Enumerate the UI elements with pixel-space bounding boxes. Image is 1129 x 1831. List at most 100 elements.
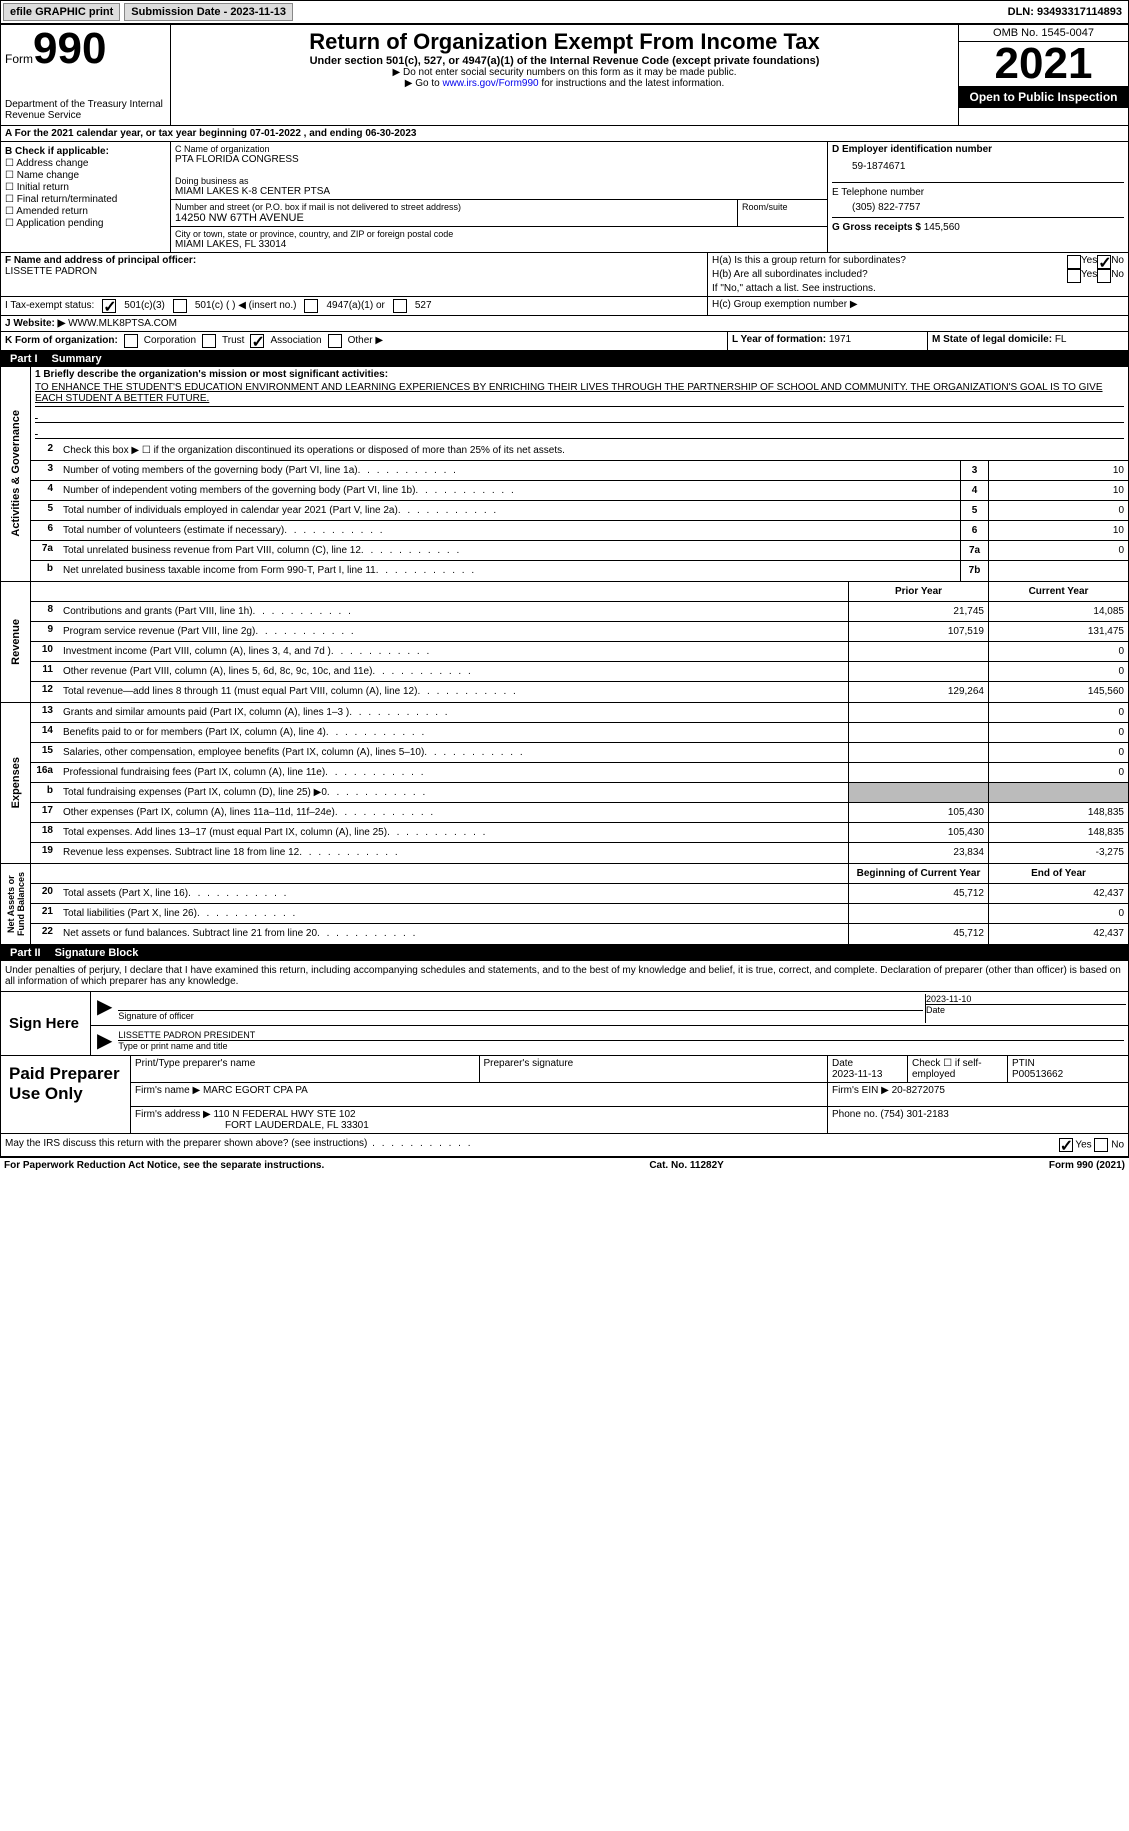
expenses-section: Expenses 13Grants and similar amounts pa…	[0, 703, 1129, 864]
ptin-label: PTIN	[1012, 1058, 1035, 1069]
b-option[interactable]: ☐ Address change	[5, 158, 166, 169]
prior-year-hdr: Prior Year	[848, 582, 988, 601]
ptin-value: P00513662	[1012, 1069, 1063, 1080]
b-option[interactable]: ☐ Initial return	[5, 182, 166, 193]
exp-label: Expenses	[8, 753, 24, 812]
j-label: J Website: ▶	[5, 318, 65, 329]
mission-text: TO ENHANCE THE STUDENT'S EDUCATION ENVIR…	[35, 380, 1124, 407]
ha-no-checkbox[interactable]	[1097, 255, 1111, 269]
expense-line: bTotal fundraising expenses (Part IX, co…	[31, 783, 1128, 803]
arrow-icon: ▶	[93, 994, 116, 1023]
website-value: WWW.MLK8PTSA.COM	[68, 318, 177, 329]
row-i-hc: I Tax-exempt status: 501(c)(3) 501(c) ( …	[0, 297, 1129, 316]
trust-checkbox[interactable]	[202, 334, 216, 348]
m-value: FL	[1055, 334, 1067, 345]
summary-line: 4Number of independent voting members of…	[31, 481, 1128, 501]
row-j: J Website: ▶ WWW.MLK8PTSA.COM	[0, 316, 1129, 332]
row-a: A For the 2021 calendar year, or tax yea…	[0, 126, 1129, 142]
net-line: 20Total assets (Part X, line 16)45,71242…	[31, 884, 1128, 904]
print-name-label: Type or print name and title	[118, 1040, 1124, 1051]
net-assets-section: Net Assets orFund Balances Beginning of …	[0, 864, 1129, 945]
department-text: Department of the Treasury Internal Reve…	[5, 99, 166, 121]
corp-checkbox[interactable]	[124, 334, 138, 348]
h-b-note: If "No," attach a list. See instructions…	[712, 283, 1124, 294]
expense-line: 19Revenue less expenses. Subtract line 1…	[31, 843, 1128, 863]
org-name: PTA FLORIDA CONGRESS	[175, 154, 823, 165]
firm-ein-label: Firm's EIN ▶	[832, 1085, 889, 1096]
expense-line: 15Salaries, other compensation, employee…	[31, 743, 1128, 763]
q1-text: 1 Briefly describe the organization's mi…	[35, 369, 1124, 380]
discuss-yes-checkbox[interactable]	[1059, 1138, 1073, 1152]
sig-date: 2023-11-10	[926, 994, 1126, 1004]
part1-num: Part I	[6, 353, 42, 365]
firm-addr-label: Firm's address ▶	[135, 1109, 211, 1120]
501c-checkbox[interactable]	[173, 299, 187, 313]
prep-sig-label: Preparer's signature	[480, 1056, 829, 1082]
irs-link[interactable]: www.irs.gov/Form990	[442, 78, 538, 89]
officer-print-name: LISSETTE PADRON PRESIDENT	[118, 1030, 1124, 1040]
city-label: City or town, state or province, country…	[175, 229, 823, 239]
arrow-icon: ▶	[93, 1028, 116, 1053]
assoc-checkbox[interactable]	[250, 334, 264, 348]
b-option[interactable]: ☐ Application pending	[5, 218, 166, 229]
firm-addr2: FORT LAUDERDALE, FL 33301	[225, 1120, 369, 1131]
expense-line: 18Total expenses. Add lines 13–17 (must …	[31, 823, 1128, 843]
efile-print-button[interactable]: efile GRAPHIC print	[3, 3, 120, 21]
addr-label: Number and street (or P.O. box if mail i…	[175, 202, 733, 212]
h-b-text: H(b) Are all subordinates included?	[712, 269, 1067, 283]
b-option[interactable]: ☐ Name change	[5, 170, 166, 181]
h-c-text: H(c) Group exemption number ▶	[708, 297, 1128, 315]
expense-line: 14Benefits paid to or for members (Part …	[31, 723, 1128, 743]
part1-header: Part I Summary	[0, 351, 1129, 367]
l-label: L Year of formation:	[732, 334, 826, 345]
form-word: Form	[5, 52, 33, 66]
b-option[interactable]: ☐ Final return/terminated	[5, 194, 166, 205]
revenue-section: Revenue Prior YearCurrent Year 8Contribu…	[0, 582, 1129, 703]
527-checkbox[interactable]	[393, 299, 407, 313]
form-ref: Form 990 (2021)	[1049, 1160, 1125, 1171]
dln-text: DLN: 93493317114893	[1002, 6, 1128, 18]
firm-addr: 110 N FEDERAL HWY STE 102	[214, 1109, 356, 1120]
sign-here-label: Sign Here	[1, 992, 91, 1055]
paperwork-footer: For Paperwork Reduction Act Notice, see …	[0, 1157, 1129, 1173]
hb-no-checkbox[interactable]	[1097, 269, 1111, 283]
summary-line: 6Total number of volunteers (estimate if…	[31, 521, 1128, 541]
firm-ein: 20-8272075	[892, 1085, 945, 1096]
activities-governance-section: Activities & Governance 1 Briefly descri…	[0, 367, 1129, 582]
firm-name: MARC EGORT CPA PA	[203, 1085, 308, 1096]
discuss-text: May the IRS discuss this return with the…	[5, 1138, 473, 1152]
summary-line: 7aTotal unrelated business revenue from …	[31, 541, 1128, 561]
row-f-h: F Name and address of principal officer:…	[0, 253, 1129, 297]
501c3-checkbox[interactable]	[102, 299, 116, 313]
subtitle-2: ▶ Do not enter social security numbers o…	[175, 67, 954, 78]
b-option[interactable]: ☐ Amended return	[5, 206, 166, 217]
net-label: Net Assets orFund Balances	[4, 868, 28, 940]
declaration-text: Under penalties of perjury, I declare th…	[0, 961, 1129, 992]
dba-name: MIAMI LAKES K-8 CENTER PTSA	[175, 186, 823, 197]
dba-label: Doing business as	[175, 176, 823, 186]
hb-yes-checkbox[interactable]	[1067, 269, 1081, 283]
other-checkbox[interactable]	[328, 334, 342, 348]
discuss-no-checkbox[interactable]	[1094, 1138, 1108, 1152]
submission-date-button[interactable]: Submission Date - 2023-11-13	[124, 3, 293, 21]
form-title: Return of Organization Exempt From Incom…	[175, 29, 954, 55]
net-line: 22Net assets or fund balances. Subtract …	[31, 924, 1128, 944]
4947-checkbox[interactable]	[304, 299, 318, 313]
subtitle-1: Under section 501(c), 527, or 4947(a)(1)…	[175, 55, 954, 67]
c-label: C Name of organization	[175, 144, 823, 154]
revenue-line: 8Contributions and grants (Part VIII, li…	[31, 602, 1128, 622]
b-label: B Check if applicable:	[5, 146, 166, 157]
room-label: Room/suite	[738, 200, 828, 226]
firm-phone: (754) 301-2183	[880, 1109, 948, 1120]
city-text: MIAMI LAKES, FL 33014	[175, 239, 823, 250]
ha-yes-checkbox[interactable]	[1067, 255, 1081, 269]
paid-preparer-block: Paid Preparer Use Only Print/Type prepar…	[0, 1056, 1129, 1134]
phone-label: E Telephone number	[832, 187, 1124, 198]
open-inspection: Open to Public Inspection	[959, 86, 1128, 108]
subtitle-3: ▶ Go to www.irs.gov/Form990 for instruct…	[175, 78, 954, 89]
firm-name-label: Firm's name ▶	[135, 1085, 200, 1096]
part2-num: Part II	[6, 947, 45, 959]
ein-label: D Employer identification number	[832, 144, 1124, 155]
curr-year-hdr: Current Year	[988, 582, 1128, 601]
expense-line: 13Grants and similar amounts paid (Part …	[31, 703, 1128, 723]
